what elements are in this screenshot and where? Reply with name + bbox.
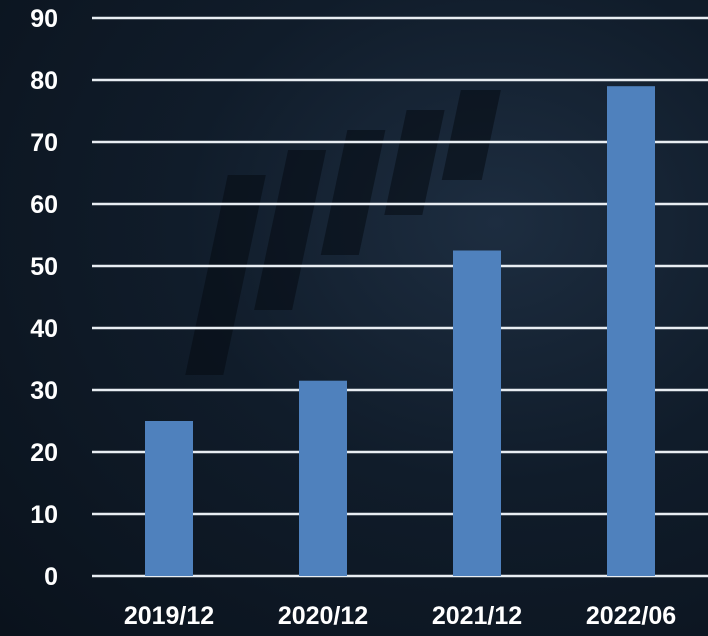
y-tick-label: 20 [30,439,58,467]
y-tick-label: 40 [30,315,58,343]
decorative-bar-3 [384,110,445,215]
y-tick-label: 90 [30,5,58,33]
x-category-label: 2021/12 [432,602,522,630]
y-axis-ticks: 0 10 20 30 40 50 60 70 80 90 [30,5,58,591]
x-axis-categories: 2019/12 2020/12 2021/12 2022/06 [124,602,676,630]
decorative-bar-2 [320,130,386,255]
decorative-bar-1 [254,150,327,310]
bars [145,86,655,576]
bar-2022-06 [607,86,655,576]
x-category-label: 2019/12 [124,602,214,630]
y-tick-label: 30 [30,377,58,405]
y-tick-label: 70 [30,129,58,157]
bar-2021-12 [453,250,501,576]
y-tick-label: 10 [30,501,58,529]
x-category-label: 2022/06 [586,602,676,630]
gridlines [92,16,708,578]
y-tick-label: 50 [30,253,58,281]
y-tick-label: 0 [44,563,58,591]
bar-2019-12 [145,421,193,576]
y-tick-label: 80 [30,67,58,95]
y-tick-label: 60 [30,191,58,219]
bar-2020-12 [299,380,347,576]
decorative-bar-0 [185,175,266,375]
background-decoration [185,90,501,375]
x-category-label: 2020/12 [278,602,368,630]
decorative-bar-4 [441,90,501,180]
